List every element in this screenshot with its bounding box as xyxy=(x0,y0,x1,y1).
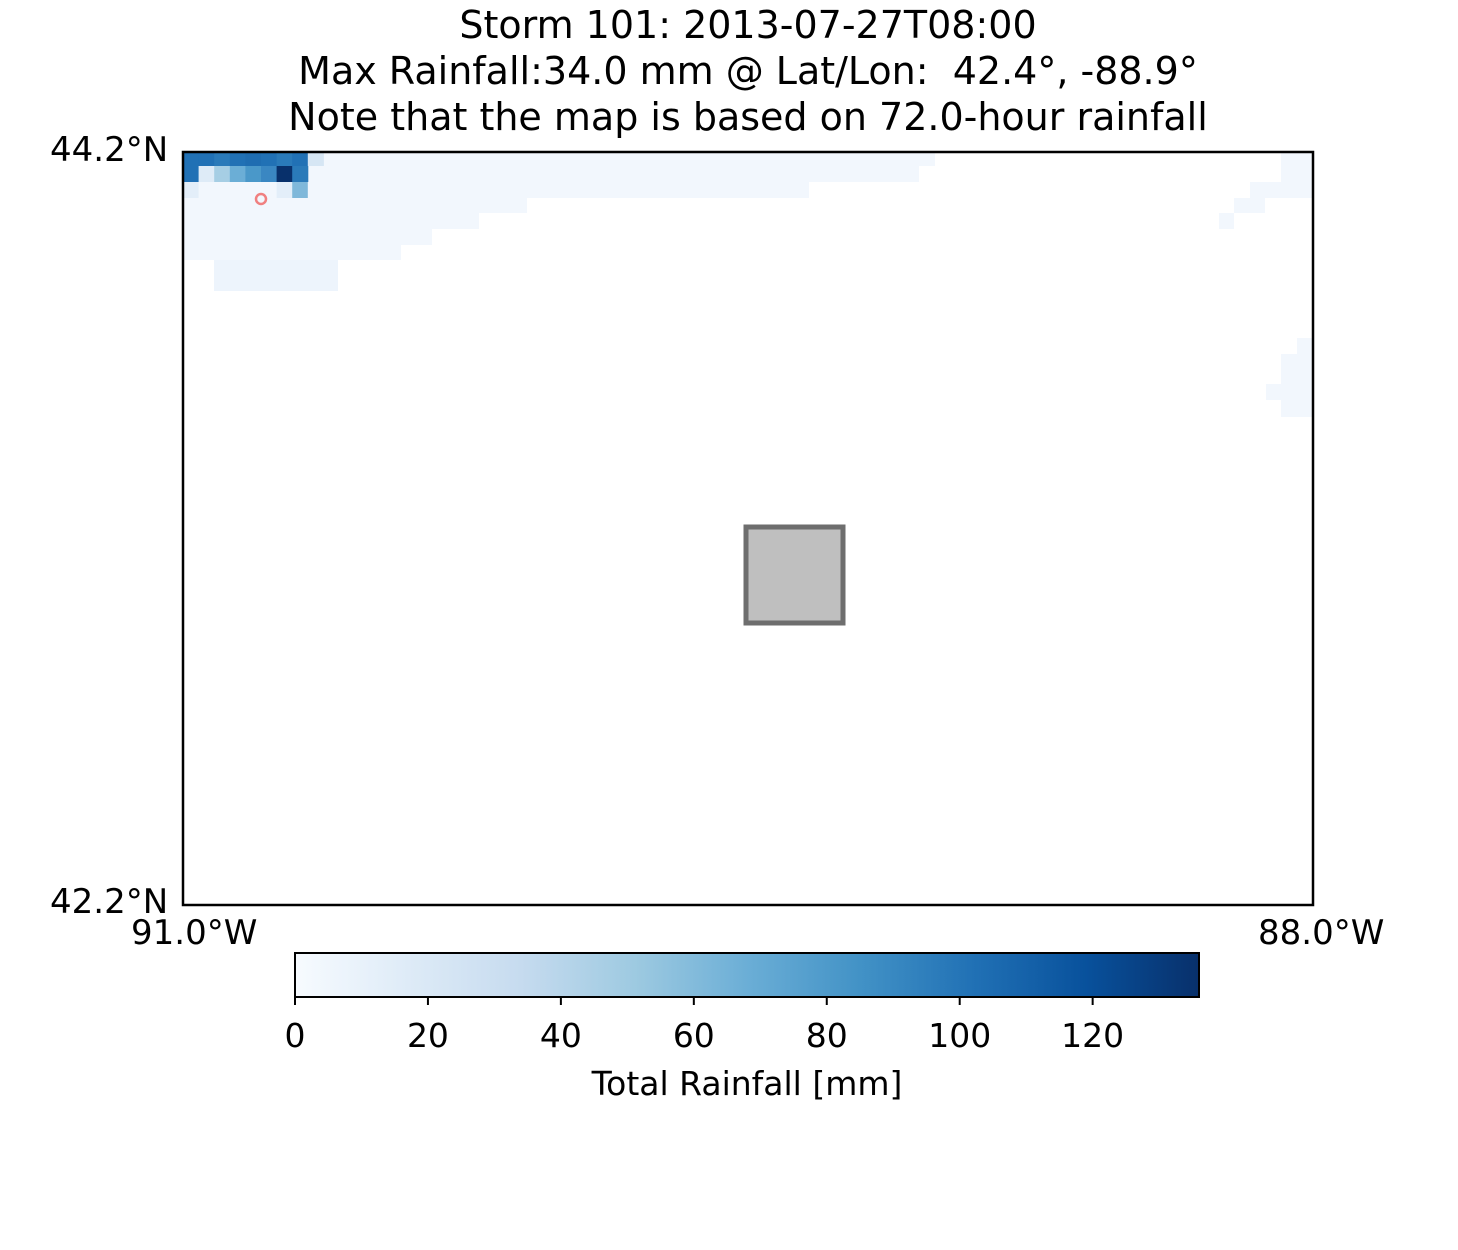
rainfall-cell xyxy=(1219,213,1234,229)
rainfall-cell xyxy=(1297,338,1312,354)
colorbar-tick-label: 60 xyxy=(672,1016,715,1055)
max-rainfall-marker xyxy=(254,192,268,206)
rainfall-cell xyxy=(1250,182,1281,198)
rainfall-cell xyxy=(183,152,935,166)
rainfall-cell xyxy=(183,198,527,213)
lon-label-left: 91.0°W xyxy=(131,913,258,953)
rainfall-cell xyxy=(1234,198,1265,213)
rainfall-cell xyxy=(276,182,293,198)
rainfall-cell xyxy=(1266,384,1312,400)
rainfall-cell xyxy=(183,182,199,198)
rainfall-cell xyxy=(183,182,809,198)
lat-label-bottom: 42.2°N xyxy=(50,882,169,922)
colorbar-tick-label: 80 xyxy=(805,1016,848,1055)
colorbar-tick-label: 100 xyxy=(928,1016,992,1055)
colorbar-tick-label: 20 xyxy=(406,1016,449,1055)
rainfall-cell xyxy=(276,152,293,166)
colorbar-tick-label: 40 xyxy=(539,1016,582,1055)
colorbar-tickmarks xyxy=(294,997,1094,1005)
rainfall-cell xyxy=(198,152,215,166)
colorbar-label: Total Rainfall [mm] xyxy=(591,1064,903,1103)
rainfall-cell xyxy=(183,245,401,260)
map-title-line-2: Max Rainfall:34.0 mm @ Lat/Lon: 42.4°, -… xyxy=(298,49,1198,93)
rainfall-cell xyxy=(214,260,338,291)
rainfall-cell xyxy=(292,182,308,198)
colorbar-tick-label: 0 xyxy=(284,1016,306,1055)
rainfall-grid xyxy=(183,152,1312,417)
rainfall-cell xyxy=(214,152,231,166)
rainfall-cell xyxy=(292,152,309,166)
rainfall-cell xyxy=(183,213,479,229)
rainfall-cell xyxy=(183,166,200,182)
rainfall-cell xyxy=(183,166,919,182)
rainfall-cell xyxy=(1281,354,1312,384)
rainfall-cell xyxy=(1281,152,1312,198)
rainfall-cell xyxy=(183,229,432,245)
rainfall-cell xyxy=(261,152,278,166)
rainfall-cell xyxy=(198,166,215,182)
map-title-line-3: Note that the map is based on 72.0-hour … xyxy=(288,95,1208,139)
rainfall-cell xyxy=(245,152,262,166)
rainfall-cell xyxy=(276,166,293,182)
colorbar-tick-label: 120 xyxy=(1061,1016,1125,1055)
rainfall-cell xyxy=(307,152,324,166)
rainfall-cell xyxy=(1281,400,1312,417)
lon-label-right: 88.0°W xyxy=(1258,913,1385,953)
rainfall-cell xyxy=(183,152,200,166)
map-frame xyxy=(181,150,1315,907)
rainfall-cell xyxy=(229,152,246,166)
rainfall-cell xyxy=(292,166,309,182)
rainfall-cell xyxy=(245,166,262,182)
rainfall-cell xyxy=(261,166,278,182)
lat-label-top: 44.2°N xyxy=(50,130,169,170)
rainfall-cell xyxy=(214,166,231,182)
rainfall-cell xyxy=(229,166,246,182)
colorbar xyxy=(294,952,1200,998)
map-title-line-1: Storm 101: 2013-07-27T08:00 xyxy=(459,3,1037,47)
city-marker xyxy=(743,524,846,626)
